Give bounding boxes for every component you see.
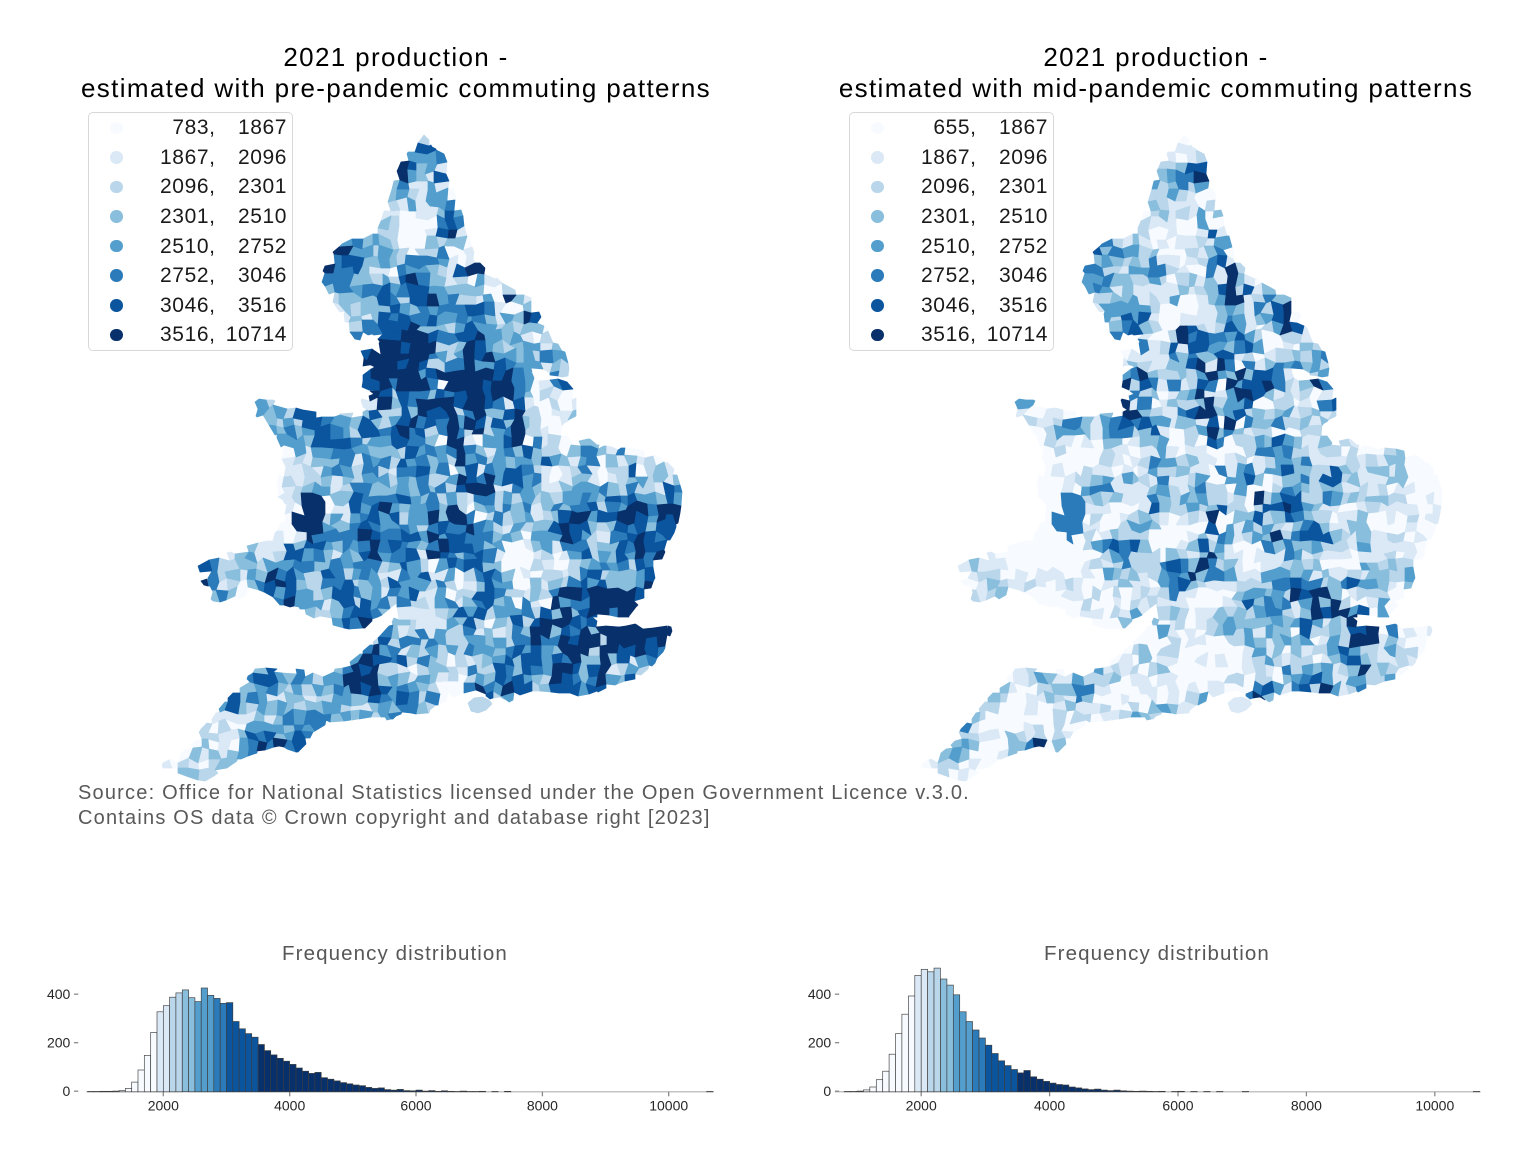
svg-text:10000: 10000 [649, 1098, 688, 1114]
svg-text:8000: 8000 [1291, 1098, 1322, 1114]
svg-text:4000: 4000 [1034, 1098, 1065, 1114]
svg-text:200: 200 [47, 1035, 71, 1051]
svg-text:2000: 2000 [906, 1098, 937, 1114]
svg-text:8000: 8000 [527, 1098, 558, 1114]
svg-text:2000: 2000 [148, 1098, 179, 1114]
svg-text:0: 0 [63, 1083, 71, 1099]
svg-text:6000: 6000 [400, 1098, 431, 1114]
svg-text:0: 0 [823, 1083, 831, 1099]
svg-text:4000: 4000 [274, 1098, 305, 1114]
svg-text:6000: 6000 [1162, 1098, 1193, 1114]
svg-text:10000: 10000 [1415, 1098, 1454, 1114]
svg-text:400: 400 [47, 986, 71, 1002]
svg-text:400: 400 [808, 986, 832, 1002]
svg-text:200: 200 [808, 1035, 832, 1051]
